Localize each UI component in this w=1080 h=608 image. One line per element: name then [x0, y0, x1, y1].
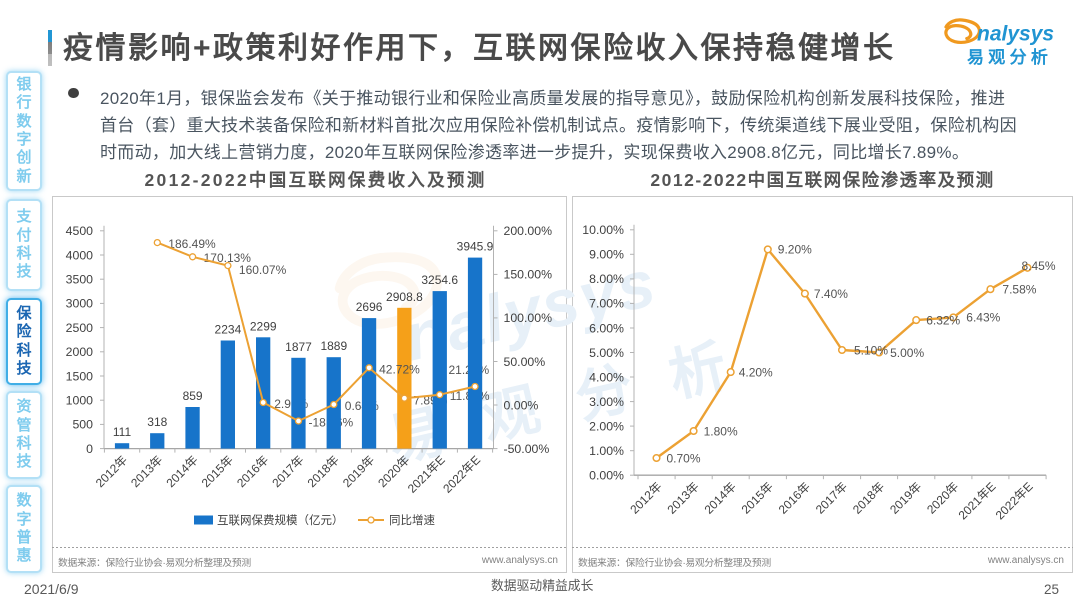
svg-text:2016年: 2016年 — [776, 479, 813, 516]
svg-text:2908.8: 2908.8 — [386, 289, 423, 303]
svg-text:42.72%: 42.72% — [379, 362, 420, 376]
svg-text:2017年: 2017年 — [269, 452, 306, 489]
svg-text:2.00%: 2.00% — [589, 419, 624, 433]
svg-text:2696: 2696 — [356, 300, 383, 314]
svg-text:2022年E: 2022年E — [993, 479, 1036, 522]
svg-text:2012年: 2012年 — [93, 452, 130, 489]
svg-text:2016年: 2016年 — [234, 452, 271, 489]
svg-text:3500: 3500 — [66, 272, 94, 286]
svg-text:8.00%: 8.00% — [589, 272, 624, 286]
svg-text:9.20%: 9.20% — [778, 242, 812, 256]
svg-text:111: 111 — [113, 425, 132, 439]
svg-text:3254.6: 3254.6 — [421, 273, 458, 287]
svg-text:2014年: 2014年 — [163, 452, 200, 489]
svg-text:150.00%: 150.00% — [504, 267, 553, 281]
svg-text:5.00%: 5.00% — [890, 345, 924, 359]
svg-text:2013年: 2013年 — [128, 452, 165, 489]
svg-text:859: 859 — [183, 389, 203, 403]
svg-text:4.20%: 4.20% — [739, 365, 773, 379]
svg-text:3.00%: 3.00% — [589, 394, 624, 408]
svg-text:4.00%: 4.00% — [589, 370, 624, 384]
svg-text:2014年: 2014年 — [702, 479, 739, 516]
svg-text:易观分析: 易观分析 — [967, 47, 1052, 67]
svg-text:2021年E: 2021年E — [405, 452, 448, 495]
svg-text:2018年: 2018年 — [305, 452, 342, 489]
svg-text:nalysys: nalysys — [977, 23, 1054, 46]
svg-text:200.00%: 200.00% — [504, 224, 553, 238]
svg-text:3945.9: 3945.9 — [457, 239, 494, 253]
svg-text:160.07%: 160.07% — [239, 262, 287, 276]
svg-text:100.00%: 100.00% — [504, 311, 553, 325]
svg-text:0.00%: 0.00% — [589, 468, 624, 482]
svg-text:6.43%: 6.43% — [966, 310, 1000, 324]
svg-text:2013年: 2013年 — [664, 479, 701, 516]
svg-text:2299: 2299 — [250, 319, 277, 333]
svg-text:3000: 3000 — [66, 296, 94, 310]
svg-text:0.00%: 0.00% — [504, 398, 539, 412]
svg-text:50.00%: 50.00% — [504, 354, 546, 368]
svg-text:318: 318 — [147, 415, 167, 429]
svg-text:2015年: 2015年 — [739, 479, 776, 516]
svg-text:10.00%: 10.00% — [582, 223, 624, 237]
svg-text:-50.00%: -50.00% — [504, 441, 550, 455]
svg-text:8.45%: 8.45% — [1022, 259, 1056, 273]
svg-text:7.00%: 7.00% — [589, 296, 624, 310]
svg-text:0: 0 — [86, 441, 93, 455]
svg-text:2000: 2000 — [66, 345, 94, 359]
svg-text:5.00%: 5.00% — [589, 345, 624, 359]
svg-text:2019年: 2019年 — [340, 452, 377, 489]
svg-text:1.80%: 1.80% — [704, 424, 738, 438]
svg-text:6.00%: 6.00% — [589, 321, 624, 335]
svg-text:6.32%: 6.32% — [926, 313, 960, 327]
svg-text:2022年E: 2022年E — [440, 452, 483, 495]
svg-text:2015年: 2015年 — [199, 452, 236, 489]
svg-text:2021年E: 2021年E — [956, 479, 999, 522]
svg-text:2500: 2500 — [66, 320, 94, 334]
svg-text:互联网保费规模（亿元）: 互联网保费规模（亿元） — [217, 513, 344, 527]
svg-text:1000: 1000 — [66, 393, 94, 407]
svg-text:2012年: 2012年 — [627, 479, 664, 516]
svg-text:4000: 4000 — [66, 248, 94, 262]
svg-text:4500: 4500 — [66, 224, 94, 238]
svg-text:1500: 1500 — [66, 369, 94, 383]
svg-text:500: 500 — [72, 417, 93, 431]
svg-text:186.49%: 186.49% — [168, 236, 216, 250]
svg-text:0.70%: 0.70% — [667, 451, 701, 465]
svg-text:2019年: 2019年 — [887, 479, 924, 516]
svg-text:1889: 1889 — [320, 339, 347, 353]
svg-text:1877: 1877 — [285, 339, 312, 353]
svg-text:1.00%: 1.00% — [589, 444, 624, 458]
svg-text:9.00%: 9.00% — [589, 247, 624, 261]
svg-text:同比增速: 同比增速 — [389, 513, 435, 527]
svg-text:2234: 2234 — [215, 322, 242, 336]
svg-text:5.10%: 5.10% — [854, 343, 888, 357]
svg-text:2017年: 2017年 — [813, 479, 850, 516]
svg-text:2018年: 2018年 — [850, 479, 887, 516]
svg-text:7.58%: 7.58% — [1002, 282, 1036, 296]
svg-text:7.40%: 7.40% — [814, 286, 848, 300]
